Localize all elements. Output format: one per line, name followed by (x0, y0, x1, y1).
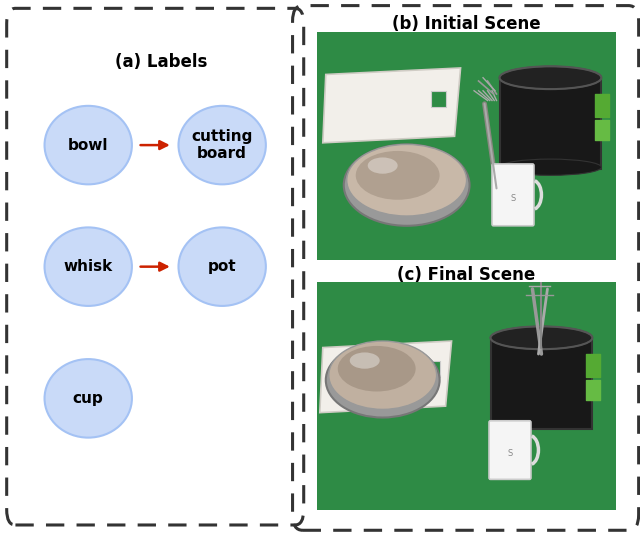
FancyBboxPatch shape (489, 421, 531, 479)
Polygon shape (323, 68, 461, 143)
Ellipse shape (490, 326, 593, 349)
Text: pot: pot (208, 259, 237, 274)
Text: S: S (508, 449, 513, 458)
Bar (499, 78, 602, 169)
Text: cutting
board: cutting board (191, 129, 253, 161)
Ellipse shape (179, 227, 266, 306)
Polygon shape (431, 91, 445, 107)
Text: cup: cup (73, 391, 104, 406)
FancyBboxPatch shape (6, 9, 304, 525)
Ellipse shape (499, 66, 602, 89)
Bar (490, 338, 593, 429)
Ellipse shape (179, 106, 266, 184)
Text: bowl: bowl (68, 138, 108, 153)
Ellipse shape (368, 158, 397, 174)
Ellipse shape (347, 144, 467, 216)
Ellipse shape (356, 151, 440, 200)
Ellipse shape (344, 144, 470, 226)
Text: (b) Initial Scene: (b) Initial Scene (392, 15, 540, 33)
Ellipse shape (45, 106, 132, 184)
Ellipse shape (499, 159, 602, 175)
Ellipse shape (45, 227, 132, 306)
FancyBboxPatch shape (492, 164, 534, 226)
Ellipse shape (45, 359, 132, 437)
Polygon shape (320, 341, 452, 413)
Ellipse shape (326, 343, 440, 418)
Text: (a) Labels: (a) Labels (115, 53, 207, 71)
Polygon shape (424, 361, 440, 377)
Ellipse shape (338, 346, 415, 391)
Ellipse shape (349, 353, 380, 369)
Ellipse shape (329, 341, 436, 410)
Text: S: S (510, 193, 516, 203)
Text: whisk: whisk (63, 259, 113, 274)
Text: (c) Final Scene: (c) Final Scene (397, 266, 535, 285)
